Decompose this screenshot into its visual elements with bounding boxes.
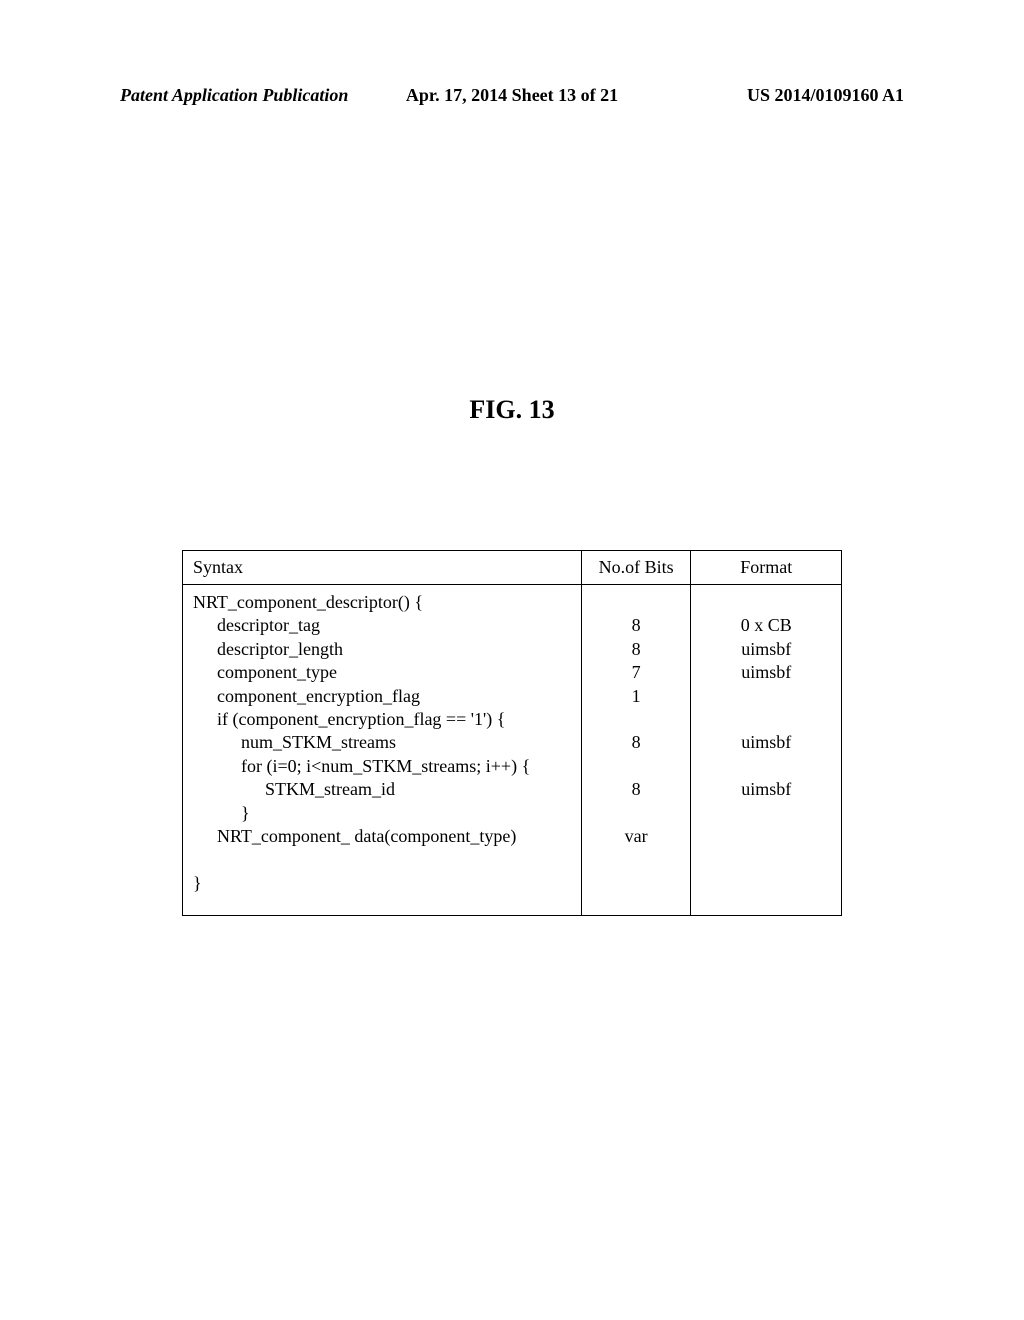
format-line: uimsbf: [697, 731, 835, 754]
format-line: uimsbf: [697, 661, 835, 684]
format-line: uimsbf: [697, 778, 835, 801]
syntax-line: NRT_component_descriptor() {: [193, 591, 571, 614]
bits-line: 1: [588, 685, 685, 708]
table-header-row: Syntax No.of Bits Format: [183, 551, 841, 585]
format-line: 0 x CB: [697, 614, 835, 637]
format-line: [697, 591, 835, 614]
bits-line: 8: [588, 638, 685, 661]
syntax-line: num_STKM_streams: [193, 731, 571, 754]
syntax-line: component_encryption_flag: [193, 685, 571, 708]
bits-line: [588, 755, 685, 778]
syntax-line: descriptor_length: [193, 638, 571, 661]
bits-line: 8: [588, 778, 685, 801]
bits-line: [588, 872, 685, 895]
bits-line: [588, 802, 685, 825]
format-line: [697, 685, 835, 708]
figure-title: FIG. 13: [0, 395, 1024, 425]
syntax-line: }: [193, 872, 571, 895]
syntax-line: for (i=0; i<num_STKM_streams; i++) {: [193, 755, 571, 778]
format-line: [697, 825, 835, 848]
bits-line: 7: [588, 661, 685, 684]
header-center: Apr. 17, 2014 Sheet 13 of 21: [406, 85, 618, 106]
bits-line: var: [588, 825, 685, 848]
syntax-line: }: [193, 802, 571, 825]
syntax-line: STKM_stream_id: [193, 778, 571, 801]
col-header-bits: No.of Bits: [582, 551, 692, 584]
syntax-line: descriptor_tag: [193, 614, 571, 637]
format-line: [697, 872, 835, 895]
header-right: US 2014/0109160 A1: [747, 85, 904, 106]
header-left: Patent Application Publication: [120, 85, 348, 106]
bits-line: 8: [588, 614, 685, 637]
syntax-line: if (component_encryption_flag == '1') {: [193, 708, 571, 731]
col-header-syntax: Syntax: [183, 551, 582, 584]
col-header-format: Format: [691, 551, 841, 584]
bits-line: [588, 591, 685, 614]
bits-line: [588, 848, 685, 871]
format-line: [697, 755, 835, 778]
body-format-col: 0 x CBuimsbfuimsbf uimsbf uimsbf: [691, 585, 841, 915]
format-line: uimsbf: [697, 638, 835, 661]
syntax-line: [193, 848, 571, 871]
body-syntax-col: NRT_component_descriptor() {descriptor_t…: [183, 585, 582, 915]
format-line: [697, 708, 835, 731]
page-header: Patent Application Publication Apr. 17, …: [0, 85, 1024, 106]
format-line: [697, 848, 835, 871]
syntax-line: NRT_component_ data(component_type): [193, 825, 571, 848]
bits-line: 8: [588, 731, 685, 754]
table-body: NRT_component_descriptor() {descriptor_t…: [183, 585, 841, 915]
bits-line: [588, 708, 685, 731]
body-bits-col: 8871 8 8 var: [582, 585, 692, 915]
format-line: [697, 802, 835, 825]
syntax-line: component_type: [193, 661, 571, 684]
syntax-table: Syntax No.of Bits Format NRT_component_d…: [182, 550, 842, 916]
